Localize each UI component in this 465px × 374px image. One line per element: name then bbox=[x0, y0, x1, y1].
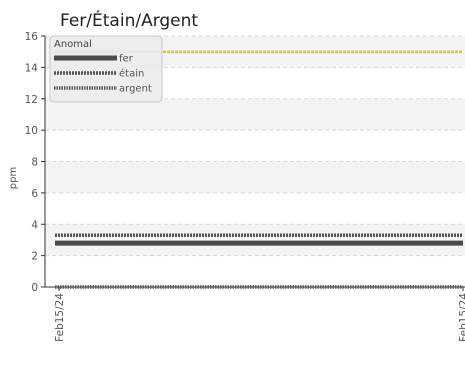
y-tick-label: 2 bbox=[31, 251, 38, 263]
legend[interactable]: Anomal fer étain argent bbox=[49, 35, 163, 103]
y-tick-label: 6 bbox=[31, 188, 38, 200]
y-tick-label: 14 bbox=[25, 62, 39, 74]
y-axis-label: ppm bbox=[8, 167, 19, 189]
x-ticks: Feb15/24 Feb15/24 bbox=[54, 287, 465, 342]
chart-title: Fer/Étain/Argent bbox=[60, 9, 198, 31]
x-tick-label: Feb15/24 bbox=[54, 293, 66, 342]
legend-label-argent: argent bbox=[119, 84, 152, 95]
legend-label-fer: fer bbox=[119, 54, 134, 65]
background-band bbox=[45, 161, 465, 193]
legend-box bbox=[49, 35, 163, 103]
y-tick-label: 10 bbox=[25, 125, 38, 137]
y-tick-label: 0 bbox=[31, 282, 38, 294]
y-tick-label: 8 bbox=[31, 157, 38, 169]
x-tick-label: Feb15/24 bbox=[458, 293, 465, 342]
background-band bbox=[45, 98, 465, 131]
y-tick-label: 16 bbox=[25, 31, 39, 43]
y-tick-label: 4 bbox=[31, 219, 38, 231]
legend-threshold-label: Anomal bbox=[54, 39, 92, 50]
legend-label-étain: étain bbox=[119, 68, 144, 80]
series-lines bbox=[55, 233, 463, 289]
y-ticks: 0 2 4 6 8 10 12 14 16 bbox=[25, 31, 45, 294]
y-tick-label: 12 bbox=[25, 94, 38, 106]
background-band bbox=[45, 224, 465, 256]
